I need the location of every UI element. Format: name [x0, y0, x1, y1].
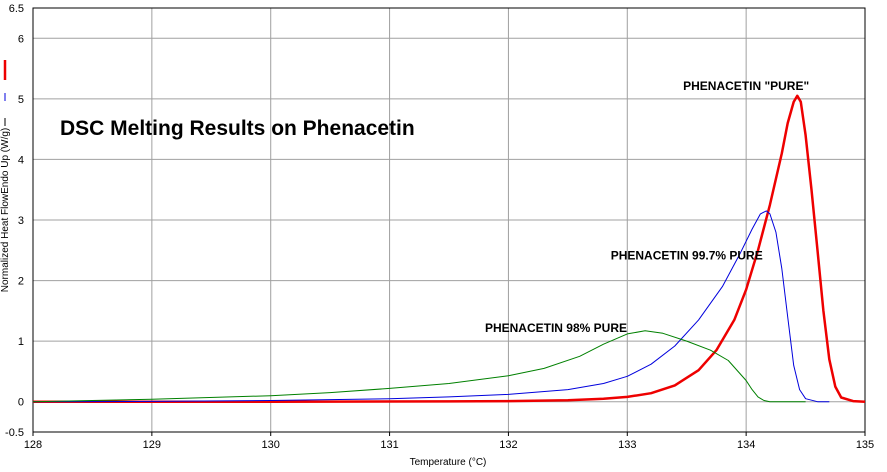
y-tick-label: 4	[18, 154, 24, 166]
grid	[33, 8, 865, 432]
series-group	[32, 94, 866, 403]
x-tick-label: 128	[24, 439, 42, 451]
series-line-2	[32, 210, 830, 403]
x-tick-label: 134	[737, 439, 755, 451]
y-tick-label: 1	[18, 336, 24, 348]
x-tick-label: 133	[618, 439, 636, 451]
y-tick-label: -0.5	[5, 427, 24, 439]
annotations: PHENACETIN "PURE" PHENACETIN 99.7% PURE PH…	[485, 79, 809, 335]
y-tick-label: 2	[18, 276, 24, 288]
annotation-2: PHENACETIN 99.7% PURE	[611, 248, 763, 262]
series-line-1	[33, 94, 866, 403]
plot-frame	[32, 7, 866, 433]
axes: 128 129 130 131 132 133 134 135 -0.5 0 1 2 3 4 5 6 6.5	[5, 3, 874, 451]
annotation-3: PHENACETIN 98% PURE	[485, 321, 627, 335]
x-axis-title: Temperature (°C)	[410, 457, 487, 468]
series-line-3	[32, 330, 806, 403]
x-tick-label: 135	[856, 439, 874, 451]
y-tick-label: 3	[18, 215, 24, 227]
annotation-1: PHENACETIN "PURE"	[683, 79, 809, 93]
y-axis-title: Normalized Heat FlowEndo Up (W/g)	[0, 128, 11, 293]
x-tick-label: 131	[380, 439, 398, 451]
y-tick-label: 5	[18, 94, 24, 106]
y-tick-label: 0	[18, 397, 24, 409]
x-tick-label: 132	[499, 439, 517, 451]
x-tick-label: 130	[262, 439, 280, 451]
y-tick-label: 6.5	[9, 3, 24, 15]
chart-title: DSC Melting Results on Phenacetin	[60, 117, 415, 140]
y-tick-label: 6	[18, 33, 24, 45]
x-tick-label: 129	[143, 439, 161, 451]
